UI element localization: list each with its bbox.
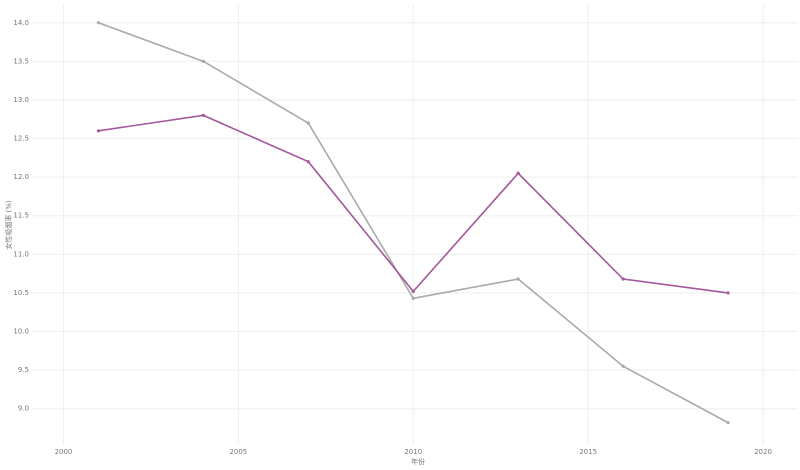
point [201, 59, 205, 63]
y-tick-label: 12.0 [13, 173, 29, 181]
x-tick-label: 2000 [55, 448, 73, 456]
point [516, 277, 520, 281]
point [726, 291, 730, 295]
point [96, 129, 101, 133]
y-tick-label: 13.5 [13, 57, 29, 65]
y-tick-label: 13.0 [13, 96, 29, 104]
y-tick-label: 14.0 [13, 19, 29, 27]
x-tick-label: 2010 [404, 448, 422, 456]
point [621, 364, 625, 368]
y-tick-label: 11.5 [13, 212, 29, 220]
x-tick-label: 2020 [754, 448, 772, 456]
y-tick-label: 10.5 [13, 289, 29, 297]
point [516, 171, 520, 175]
point [201, 113, 205, 117]
point [96, 21, 101, 25]
x-tick-label: 2015 [579, 448, 597, 456]
point [306, 121, 310, 125]
y-axis-label: 女性吸烟率 (%) [4, 200, 13, 250]
point [411, 289, 415, 293]
point [726, 421, 730, 425]
point [621, 277, 625, 281]
y-tick-label: 12.5 [13, 135, 29, 143]
point [411, 296, 415, 300]
y-tick-label: 11.0 [13, 250, 29, 258]
y-tick-label: 10.0 [13, 328, 29, 336]
y-tick-label: 9.0 [18, 405, 29, 413]
x-axis-label: 年份 [411, 457, 425, 466]
x-tick-label: 2005 [229, 448, 247, 456]
point [306, 160, 310, 164]
y-tick-label: 9.5 [18, 366, 29, 374]
